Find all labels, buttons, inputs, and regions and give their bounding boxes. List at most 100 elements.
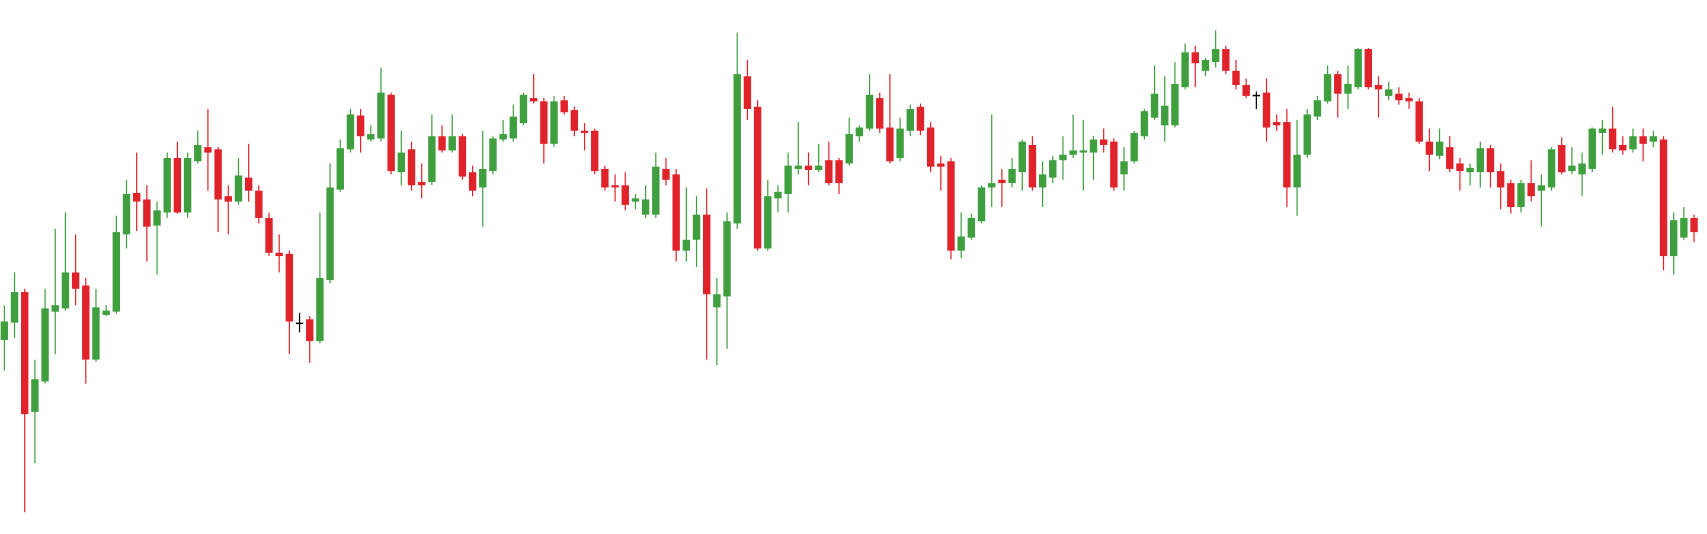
candle-body — [1018, 141, 1026, 173]
candle-body — [967, 217, 976, 238]
candle-body — [285, 253, 294, 322]
candle-body — [71, 272, 80, 289]
candle-body — [947, 161, 955, 251]
candle-body — [173, 158, 182, 213]
candle-body — [1283, 122, 1291, 188]
candle-body — [672, 174, 680, 251]
candle-body — [479, 168, 487, 188]
candle-body — [1313, 100, 1322, 117]
candle-body — [1547, 149, 1556, 188]
candle-body — [1130, 132, 1138, 162]
candle-body — [876, 98, 884, 129]
candle-body — [764, 196, 772, 249]
candle-body — [753, 106, 762, 249]
candle-body — [1680, 217, 1688, 238]
candle-body — [1619, 144, 1627, 151]
candle-body — [529, 98, 538, 102]
candle-body — [10, 292, 19, 323]
candle-body — [550, 101, 558, 144]
candle-body — [367, 134, 375, 140]
candle-body — [1293, 154, 1301, 188]
candle-body — [1344, 83, 1352, 94]
candle-body — [356, 115, 365, 137]
candle-body — [631, 198, 640, 202]
candle-body — [1242, 85, 1250, 96]
candle-body — [31, 379, 39, 412]
candle-body — [153, 210, 161, 226]
candle-body — [51, 305, 59, 312]
candle-body — [743, 76, 752, 109]
candle-body — [1466, 167, 1474, 173]
candle-body — [591, 130, 599, 172]
candle-body — [1496, 171, 1505, 188]
candle-body — [733, 74, 741, 224]
candle-body — [82, 285, 90, 360]
candle-body — [601, 168, 609, 188]
candle-body — [1211, 49, 1220, 63]
candle-body — [102, 310, 110, 315]
candle-body — [509, 116, 517, 139]
candle-body — [316, 277, 324, 342]
candle-body — [1384, 89, 1393, 96]
candle-body — [214, 149, 222, 200]
candle-body — [519, 94, 528, 124]
candle-body — [1425, 141, 1434, 155]
candle-body — [377, 92, 385, 139]
candle-body — [774, 191, 782, 199]
candle-body — [1659, 139, 1668, 257]
candle-body — [580, 130, 589, 133]
candle-body — [1374, 85, 1383, 90]
candle-body — [1507, 183, 1515, 208]
candle-body — [183, 158, 192, 213]
candle-body — [1486, 148, 1495, 173]
candle-body — [1089, 139, 1098, 153]
candle-body — [1201, 59, 1210, 71]
candle-body — [1690, 217, 1698, 233]
candle-body — [1527, 183, 1535, 197]
candle-body — [428, 136, 436, 182]
candle-body — [0, 321, 9, 341]
candle-body — [326, 187, 334, 281]
candle-body — [499, 134, 507, 140]
candle-body — [489, 138, 497, 172]
candle-body — [1262, 92, 1271, 128]
candle-body — [234, 175, 243, 202]
candle-body — [641, 199, 650, 215]
candle-body — [438, 136, 446, 151]
candle-body — [224, 196, 232, 202]
candle-body — [621, 185, 629, 205]
candle-body — [865, 94, 874, 129]
candle-body — [1273, 122, 1281, 126]
candle-body — [957, 236, 965, 251]
candle-body — [1069, 150, 1077, 155]
candle-body — [92, 307, 100, 360]
candle-body — [814, 165, 823, 171]
candle-body — [794, 165, 803, 169]
candle-body — [662, 168, 670, 180]
candle-body — [204, 147, 212, 153]
candle-body — [896, 128, 904, 159]
candle-body — [926, 127, 935, 167]
candle-body — [244, 177, 253, 191]
candle-body — [143, 199, 151, 227]
candle-body — [255, 190, 263, 218]
candle-body — [1639, 136, 1647, 144]
candle-body — [692, 214, 701, 240]
candle-body — [1395, 93, 1403, 101]
candle-body — [1232, 70, 1240, 86]
candle-body — [1517, 183, 1525, 208]
candle-body — [1181, 52, 1189, 88]
candle-body — [21, 292, 29, 415]
candle-body — [1629, 136, 1637, 150]
candle-body — [468, 172, 477, 191]
candle-body — [1608, 128, 1617, 150]
candle-body — [1578, 163, 1586, 175]
candle-body — [122, 193, 131, 235]
candle-body — [977, 187, 986, 222]
candle-body — [1415, 101, 1423, 142]
candle-body — [1354, 49, 1362, 88]
candle-body — [458, 136, 467, 177]
candle-body — [397, 152, 406, 173]
candle-body — [1171, 83, 1179, 126]
